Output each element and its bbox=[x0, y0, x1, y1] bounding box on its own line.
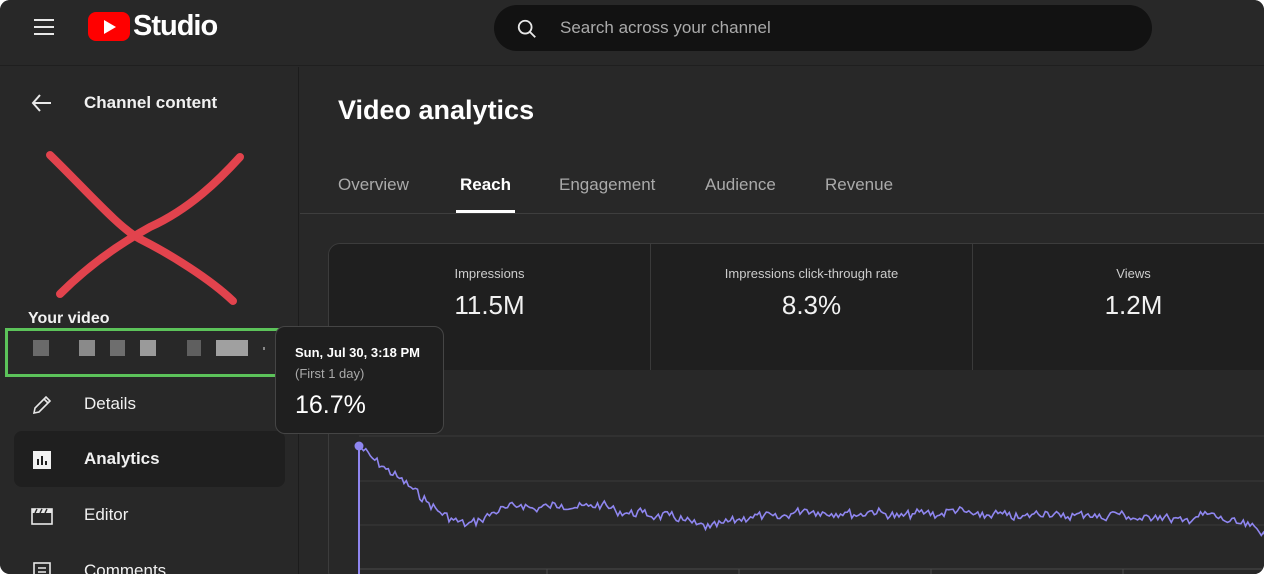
metric-views[interactable]: Views 1.2M bbox=[973, 244, 1264, 370]
metric-ctr[interactable]: Impressions click-through rate 8.3% bbox=[651, 244, 973, 370]
nav-label-details: Details bbox=[84, 394, 136, 413]
tooltip-date: Sun, Jul 30, 3:18 PM bbox=[295, 345, 420, 360]
arrow-left-icon bbox=[31, 94, 51, 112]
analytics-tabs: Overview Reach Engagement Audience Reven… bbox=[300, 159, 1264, 214]
top-bar: Studio bbox=[0, 0, 1264, 66]
reach-chart-card: Impressions 11.5M Impressions click-thro… bbox=[328, 243, 1264, 574]
studio-logo[interactable]: Studio bbox=[88, 9, 218, 42]
page-title: Video analytics bbox=[338, 95, 535, 125]
search-icon[interactable] bbox=[516, 18, 538, 40]
bar-chart-icon bbox=[33, 451, 51, 469]
sidebar: Channel content Your video Details bbox=[0, 67, 299, 574]
tooltip-subtitle: (First 1 day) bbox=[295, 366, 365, 381]
series-line bbox=[358, 445, 1264, 537]
video-thumbnail[interactable] bbox=[40, 149, 250, 314]
metric-value: 11.5M bbox=[454, 290, 525, 320]
pencil-icon bbox=[32, 395, 52, 415]
nav-comments[interactable]: Comments bbox=[14, 543, 285, 574]
nav-editor[interactable]: Editor bbox=[14, 487, 285, 543]
comments-icon bbox=[33, 562, 51, 574]
tab-reach[interactable]: Reach bbox=[456, 175, 516, 213]
tooltip-value: 16.7% bbox=[295, 391, 366, 419]
chart-tooltip: Sun, Jul 30, 3:18 PM (First 1 day) 16.7% bbox=[275, 326, 444, 434]
clapperboard-icon bbox=[31, 508, 53, 525]
hamburger-menu-icon[interactable] bbox=[24, 16, 64, 40]
metric-label: Impressions bbox=[454, 266, 525, 281]
nav-label-editor: Editor bbox=[84, 505, 129, 524]
metric-value: 8.3% bbox=[781, 290, 842, 320]
back-to-channel-content[interactable]: Channel content bbox=[0, 85, 299, 121]
metric-value: 1.2M bbox=[1104, 290, 1163, 320]
tab-revenue[interactable]: Revenue bbox=[825, 175, 894, 194]
tab-audience[interactable]: Audience bbox=[705, 175, 776, 194]
ctr-line-chart[interactable] bbox=[329, 244, 1264, 574]
metric-label: Views bbox=[1116, 266, 1151, 281]
search-bar[interactable] bbox=[494, 5, 1152, 51]
main-content: Video analytics Overview Reach Engagemen… bbox=[300, 67, 1264, 574]
tab-engagement[interactable]: Engagement bbox=[559, 175, 656, 194]
metric-label: Impressions click-through rate bbox=[724, 266, 899, 281]
back-label: Channel content bbox=[84, 93, 218, 112]
youtube-play-icon bbox=[88, 11, 130, 41]
nav-label-comments: Comments bbox=[84, 561, 167, 574]
hover-point bbox=[354, 441, 364, 451]
search-input[interactable] bbox=[560, 5, 1120, 51]
nav-details[interactable]: Details bbox=[14, 376, 285, 432]
tab-overview[interactable]: Overview bbox=[338, 175, 409, 194]
logo-text: Studio bbox=[133, 9, 218, 42]
nav-analytics[interactable]: Analytics bbox=[14, 431, 285, 487]
nav-label-analytics: Analytics bbox=[84, 449, 160, 468]
your-video-label: Your video bbox=[28, 310, 110, 327]
